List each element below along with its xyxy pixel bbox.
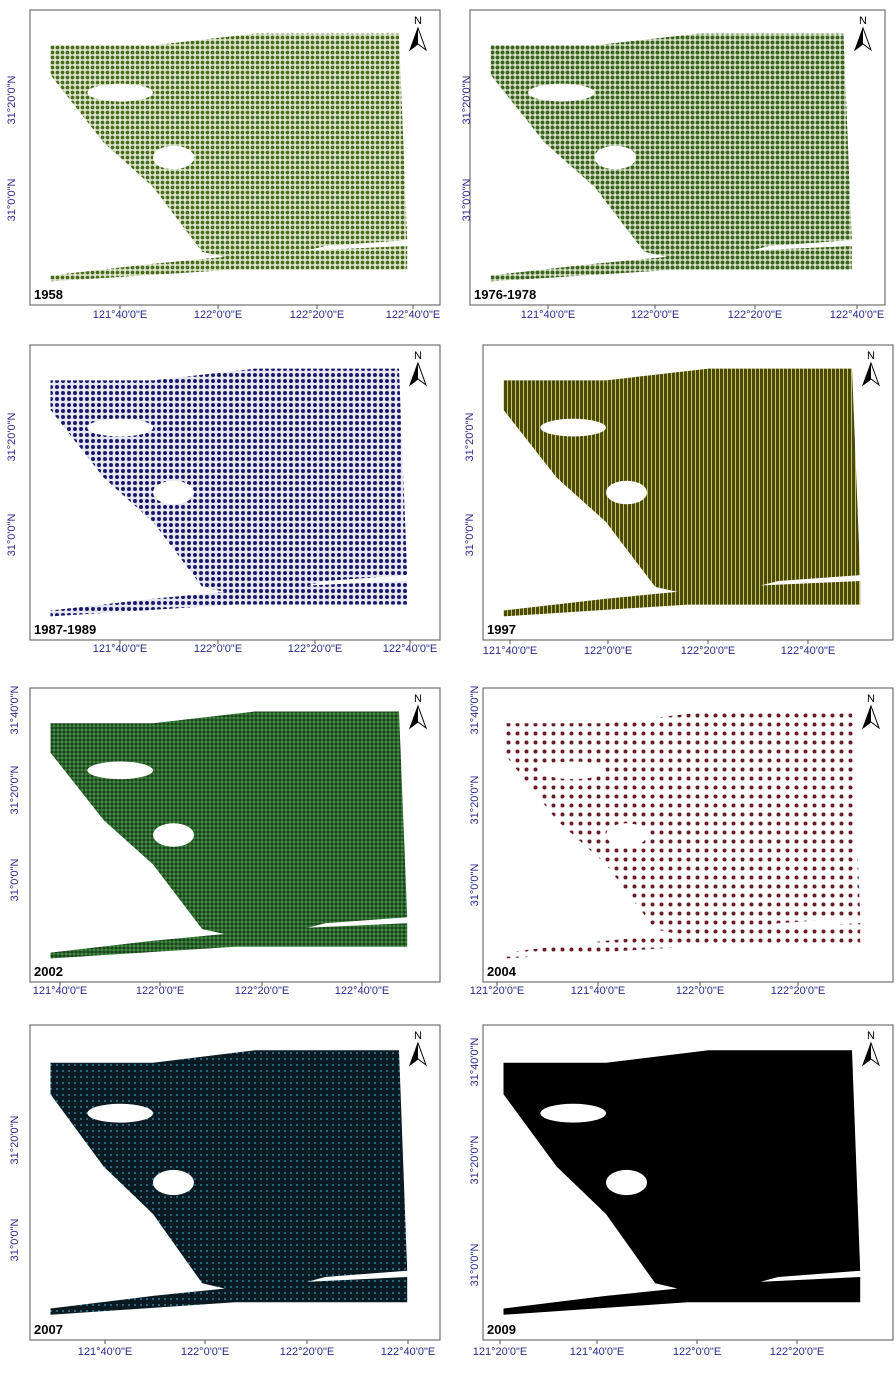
y-label: 31°40'0"N: [469, 1037, 481, 1086]
x-label: 122°20'0"E: [290, 309, 344, 321]
y-label: 31°0'0"N: [469, 1244, 481, 1287]
north-label: N: [867, 1030, 875, 1042]
year-label: 1987-1989: [34, 622, 96, 637]
y-label: 31°20'0"N: [469, 1135, 481, 1184]
y-label: 31°0'0"N: [464, 514, 476, 557]
x-label: 121°40'0"E: [78, 1346, 132, 1358]
year-label: 2004: [487, 964, 517, 979]
year-label: 2002: [34, 964, 63, 979]
y-label: 31°0'0"N: [9, 859, 21, 902]
year-label: 1958: [34, 287, 63, 302]
island: [153, 481, 194, 505]
island: [87, 84, 153, 102]
island: [528, 84, 594, 102]
y-label: 31°40'0"N: [469, 685, 481, 734]
y-label: 31°20'0"N: [461, 75, 473, 124]
x-label: 122°20'0"E: [681, 645, 735, 657]
x-label: 122°0'0"E: [194, 309, 242, 321]
x-label: 122°0'0"E: [676, 985, 724, 997]
x-label: 121°40'0"E: [570, 1346, 624, 1358]
y-label: 31°0'0"N: [9, 1219, 21, 1262]
x-label: 122°20'0"E: [728, 309, 782, 321]
x-label: 122°20'0"E: [280, 1346, 334, 1358]
north-label: N: [414, 693, 422, 705]
x-label: 121°40'0"E: [483, 645, 537, 657]
x-label: 122°40'0"E: [830, 309, 884, 321]
x-label: 122°40'0"E: [335, 985, 389, 997]
year-label: 1997: [487, 622, 516, 637]
north-label: N: [867, 693, 875, 705]
north-label: N: [414, 15, 422, 27]
north-label: N: [859, 15, 867, 27]
x-label: 122°0'0"E: [194, 643, 242, 655]
y-label: 31°20'0"N: [6, 412, 18, 461]
island: [606, 1170, 647, 1195]
island: [87, 1104, 153, 1123]
x-label: 122°0'0"E: [136, 985, 184, 997]
y-label: 31°20'0"N: [6, 75, 18, 124]
y-label: 31°0'0"N: [6, 179, 18, 222]
x-label: 122°0'0"E: [584, 645, 632, 657]
x-label: 121°40'0"E: [33, 985, 87, 997]
x-label: 122°0'0"E: [631, 309, 679, 321]
x-label: 121°20'0"E: [473, 1346, 527, 1358]
x-label: 121°20'0"E: [470, 985, 524, 997]
x-label: 122°40'0"E: [781, 645, 835, 657]
year-label: 2009: [487, 1322, 516, 1337]
x-label: 122°40'0"E: [383, 643, 437, 655]
island: [87, 419, 153, 437]
x-label: 122°40'0"E: [386, 309, 440, 321]
north-label: N: [867, 350, 875, 362]
island: [153, 823, 194, 847]
y-label: 31°20'0"N: [469, 775, 481, 824]
x-label: 122°20'0"E: [771, 985, 825, 997]
x-label: 122°0'0"E: [673, 1346, 721, 1358]
year-label: 2007: [34, 1322, 63, 1337]
y-label: 31°40'0"N: [9, 685, 21, 734]
figure: N 1958 121°40'0"E 122°0'0"E 122°20'0"E 122°40…: [0, 0, 896, 1369]
x-label: 121°40'0"E: [521, 309, 575, 321]
x-label: 122°20'0"E: [235, 985, 289, 997]
island: [153, 146, 194, 170]
y-label: 31°20'0"N: [464, 412, 476, 461]
north-label: N: [414, 350, 422, 362]
island: [87, 762, 153, 780]
x-label: 122°20'0"E: [288, 643, 342, 655]
island: [153, 1170, 194, 1195]
island: [606, 481, 647, 505]
north-label: N: [414, 1030, 422, 1042]
y-label: 31°0'0"N: [6, 514, 18, 557]
y-label: 31°20'0"N: [9, 1115, 21, 1164]
island: [540, 1104, 606, 1123]
x-label: 122°40'0"E: [381, 1346, 435, 1358]
x-label: 121°40'0"E: [571, 985, 625, 997]
x-label: 122°20'0"E: [770, 1346, 824, 1358]
island: [540, 762, 606, 780]
x-label: 122°0'0"E: [181, 1346, 229, 1358]
y-label: 31°0'0"N: [461, 179, 473, 222]
y-label: 31°20'0"N: [9, 765, 21, 814]
y-label: 31°0'0"N: [469, 864, 481, 907]
island: [540, 419, 606, 437]
island: [606, 823, 647, 847]
x-label: 121°40'0"E: [93, 643, 147, 655]
year-label: 1976-1978: [474, 287, 536, 302]
x-label: 121°40'0"E: [93, 309, 147, 321]
island: [595, 146, 637, 170]
